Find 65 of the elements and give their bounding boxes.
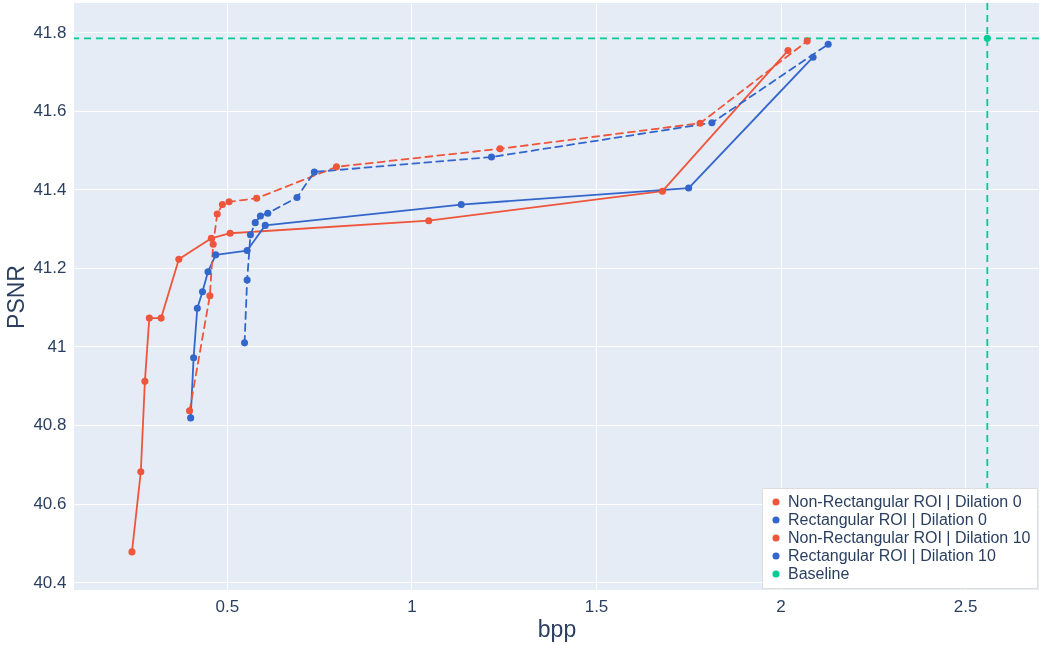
- y-tick-label: 41.2: [33, 258, 67, 278]
- point: [708, 119, 716, 127]
- point: [457, 201, 465, 209]
- x-tick-label: 2.5: [953, 596, 978, 616]
- y-tick-label: 40.8: [33, 415, 67, 435]
- point: [253, 194, 261, 202]
- y-tick-label: 41.4: [33, 179, 67, 199]
- point: [487, 153, 496, 161]
- point: [496, 145, 504, 153]
- point: [784, 47, 792, 55]
- point: [293, 193, 301, 202]
- point: [128, 548, 136, 556]
- legend-label: Non-Rectangular ROI | Dilation 10: [788, 529, 1031, 546]
- point: [241, 339, 249, 347]
- point: [141, 377, 149, 385]
- point: [145, 314, 153, 322]
- point: [243, 247, 251, 255]
- point: [206, 292, 214, 300]
- point: [193, 304, 201, 312]
- x-tick-label: 1.5: [584, 596, 609, 616]
- legend-label: Non-Rectangular ROI | Dilation 0: [788, 493, 1022, 510]
- point: [425, 217, 433, 225]
- y-tick-label: 40.6: [33, 494, 67, 514]
- point: [332, 163, 341, 171]
- point: [685, 184, 693, 192]
- point: [186, 407, 194, 415]
- point: [261, 221, 269, 229]
- y-tick-label: 41.8: [33, 22, 67, 42]
- x-axis-title: bpp: [537, 615, 577, 642]
- point: [187, 414, 195, 422]
- legend-label: Rectangular ROI | Dilation 0: [788, 511, 988, 528]
- point: [157, 314, 165, 322]
- point: [696, 119, 704, 127]
- point: [218, 201, 226, 209]
- point: [225, 198, 233, 206]
- x-tick-label: 1: [407, 596, 417, 616]
- point: [175, 255, 183, 263]
- point: [310, 168, 318, 176]
- point: [137, 468, 145, 476]
- point: [658, 187, 666, 195]
- point: [226, 229, 234, 237]
- y-tick-label: 41: [47, 336, 67, 356]
- point: [209, 240, 217, 248]
- point: [212, 251, 220, 259]
- y-axis-title: PSNR: [3, 265, 30, 329]
- point: [251, 219, 259, 227]
- point: [198, 288, 207, 296]
- point: [983, 34, 991, 42]
- point: [264, 209, 272, 217]
- point: [243, 276, 251, 284]
- x-tick-label: 0.5: [215, 596, 240, 616]
- point: [204, 268, 212, 276]
- point: [246, 231, 254, 239]
- legend-label: Baseline: [788, 565, 850, 582]
- x-tick-label: 2: [776, 596, 786, 616]
- point: [809, 53, 817, 61]
- point: [190, 354, 198, 362]
- y-tick-label: 41.6: [33, 101, 67, 121]
- point: [256, 212, 264, 220]
- point: [213, 210, 221, 218]
- point: [803, 37, 811, 45]
- point: [207, 234, 215, 242]
- legend-label: Rectangular ROI | Dilation 10: [788, 547, 996, 564]
- point: [824, 40, 832, 48]
- y-tick-label: 40.4: [33, 572, 67, 592]
